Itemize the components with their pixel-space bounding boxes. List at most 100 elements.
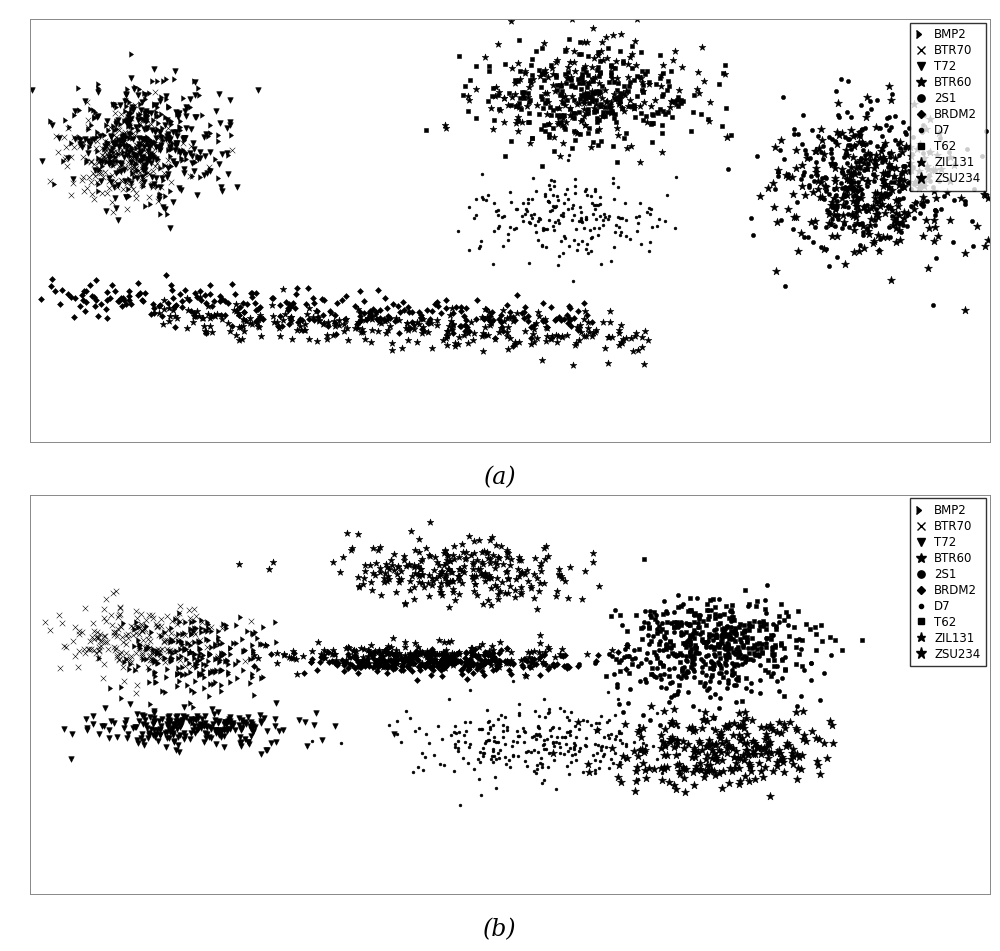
Point [376, 311, 392, 326]
Point [414, 325, 430, 340]
Point [180, 651, 196, 667]
Point [798, 733, 814, 748]
Point [734, 730, 750, 746]
Point [524, 729, 540, 745]
Point [717, 648, 733, 663]
Point [854, 632, 870, 648]
Point [125, 157, 141, 172]
Point [688, 645, 704, 660]
Point [720, 645, 736, 660]
Point [615, 85, 631, 100]
Point [721, 716, 737, 731]
Point [541, 213, 557, 228]
Point [652, 47, 668, 62]
Point [758, 720, 774, 735]
Point [247, 643, 263, 658]
Point [959, 142, 975, 157]
Point [596, 747, 612, 762]
Point [91, 160, 107, 175]
Point [769, 725, 785, 740]
Point [691, 646, 707, 661]
Point [159, 632, 175, 648]
Point [448, 300, 464, 315]
Point [75, 292, 91, 307]
Point [654, 145, 670, 160]
Point [908, 194, 924, 209]
Point [706, 746, 722, 761]
Point [72, 81, 88, 96]
Point [902, 165, 918, 180]
Point [64, 726, 80, 741]
Point [396, 549, 412, 564]
Point [830, 95, 846, 110]
Point [706, 763, 722, 778]
Point [483, 571, 499, 586]
Point [710, 636, 726, 651]
Point [82, 633, 98, 649]
Point [153, 130, 169, 146]
Point [385, 297, 401, 312]
Point [739, 727, 755, 742]
Point [511, 95, 527, 110]
Point [136, 738, 152, 753]
Point [892, 232, 908, 247]
Point [772, 746, 788, 761]
Point [275, 722, 291, 737]
Point [393, 735, 409, 750]
Point [327, 319, 343, 334]
Point [127, 147, 143, 163]
Point [485, 744, 501, 759]
Point [906, 177, 922, 192]
Point [759, 631, 775, 646]
Point [137, 178, 153, 193]
Point [219, 145, 235, 160]
Point [353, 640, 369, 655]
Point [373, 650, 389, 665]
Point [526, 318, 542, 333]
Point [186, 718, 202, 733]
Point [601, 713, 617, 728]
Point [626, 101, 642, 116]
Point [85, 615, 101, 631]
Point [723, 603, 739, 618]
Point [178, 100, 194, 115]
Point [521, 94, 537, 109]
Point [708, 621, 724, 636]
Point [420, 324, 436, 340]
Point [676, 762, 692, 777]
Point [360, 311, 376, 326]
Point [144, 149, 160, 165]
Point [843, 109, 859, 125]
Point [721, 775, 737, 790]
Point [229, 302, 245, 318]
Point [594, 35, 610, 50]
Point [534, 238, 550, 253]
Point [186, 305, 202, 320]
Point [884, 203, 900, 218]
Point [148, 727, 164, 742]
Point [682, 644, 698, 659]
Point [199, 727, 215, 742]
Point [440, 634, 456, 650]
Point [605, 28, 621, 43]
Point [258, 742, 274, 757]
Point [815, 138, 831, 153]
Point [554, 729, 570, 745]
Point [259, 724, 275, 739]
Point [877, 185, 893, 201]
Point [622, 231, 638, 246]
Point [887, 108, 903, 124]
Point [682, 629, 698, 644]
Point [698, 618, 714, 633]
Point [453, 319, 469, 334]
Point [235, 296, 251, 311]
Point [726, 626, 742, 641]
Point [128, 185, 144, 201]
Point [175, 712, 191, 728]
Point [776, 717, 792, 732]
Point [922, 145, 938, 160]
Point [407, 635, 423, 650]
Point [477, 655, 493, 670]
Point [898, 126, 914, 142]
Point [549, 583, 565, 598]
